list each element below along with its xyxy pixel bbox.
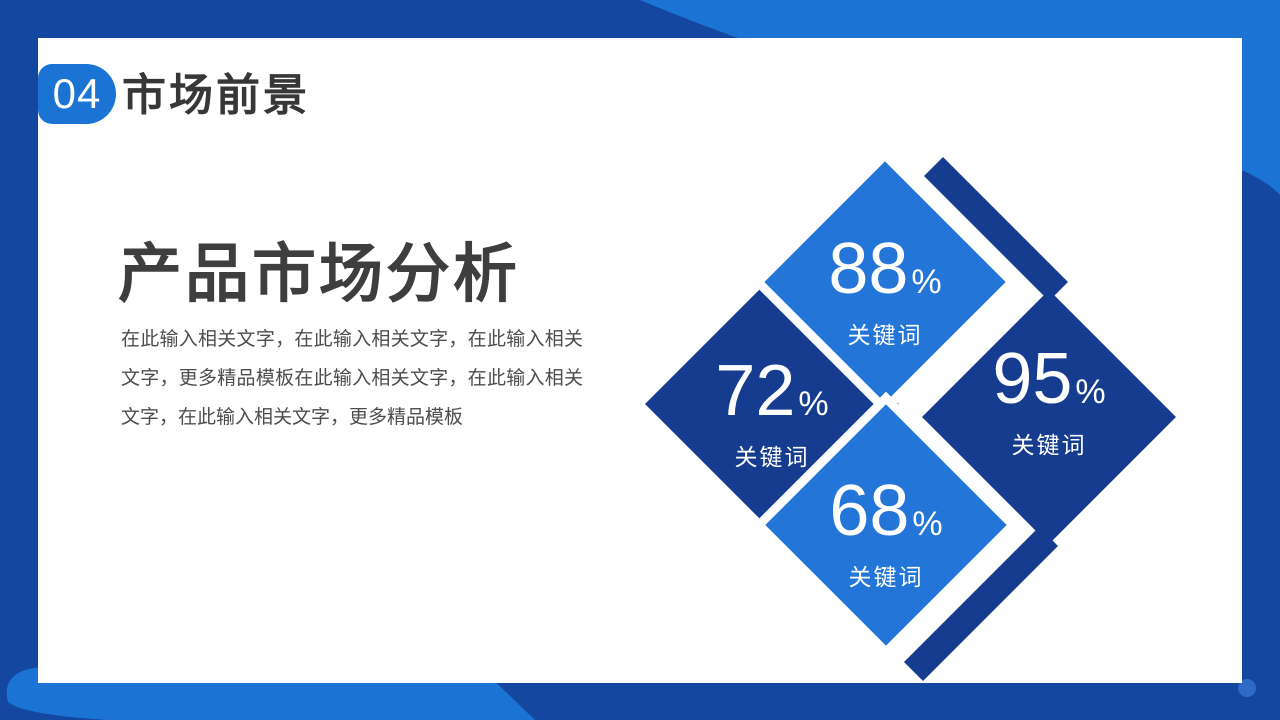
- content-body: 在此输入相关文字，在此输入相关文字，在此输入相关文字，更多精品模板在此输入相关文…: [121, 329, 583, 428]
- diamond-right-shape: [922, 290, 1176, 544]
- accent-stripe-upper: [924, 157, 1068, 301]
- diamond-bottom-shape: [752, 391, 1020, 659]
- corner-accent-dot: [1238, 679, 1256, 697]
- section-number-badge: 04: [38, 64, 116, 124]
- content-heading: 产品市场分析: [118, 238, 520, 310]
- accent-stripe-lower: [904, 527, 1058, 681]
- section-number: 04: [52, 70, 102, 117]
- slide-title: 市场前景: [122, 71, 310, 120]
